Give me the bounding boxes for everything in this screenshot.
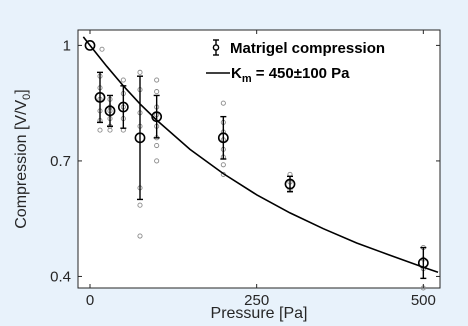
x-tick-label: 0 [86, 292, 94, 309]
mean-point [94, 91, 106, 103]
legend-marker-data [212, 39, 220, 56]
legend: Matrigel compression Km = 450±100 Pa [206, 39, 385, 85]
raw-point [154, 142, 160, 149]
raw-point [220, 100, 226, 106]
mean-point [151, 111, 163, 123]
mean-point [284, 178, 296, 190]
mean-point [217, 132, 229, 144]
y-tick-label: 0.7 [50, 153, 71, 170]
raw-point [154, 89, 160, 95]
mean-point [417, 257, 429, 269]
y-tick-label: 0.4 [50, 268, 71, 285]
raw-point [137, 202, 143, 208]
raw-point [220, 162, 226, 168]
raw-point [107, 127, 113, 133]
raw-point [137, 69, 143, 75]
fit-curve [82, 36, 439, 273]
y-tick-label: 1 [63, 37, 71, 54]
x-tick-label: 500 [411, 292, 436, 309]
raw-point [154, 158, 160, 164]
raw-point [154, 77, 160, 83]
legend-label-fit: Km = 450±100 Pa [231, 65, 350, 85]
y-axis-label: Compression [V/V0] [13, 89, 33, 229]
mean-point [134, 132, 146, 144]
mean-points-layer [84, 40, 429, 280]
raw-point [137, 233, 143, 239]
fit-curve-layer [82, 36, 439, 273]
x-tick-label: 250 [244, 292, 269, 309]
mean-point [117, 101, 129, 113]
x-axis-label: Pressure [Pa] [211, 305, 308, 322]
raw-point [99, 46, 105, 52]
raw-point [120, 77, 126, 83]
ticks-layer: 0 250 500 0.4 0.7 1 [50, 30, 440, 309]
legend-label-data: Matrigel compression [230, 40, 385, 57]
mean-point [84, 40, 96, 51]
raw-point [97, 127, 103, 133]
mean-point [104, 105, 116, 117]
